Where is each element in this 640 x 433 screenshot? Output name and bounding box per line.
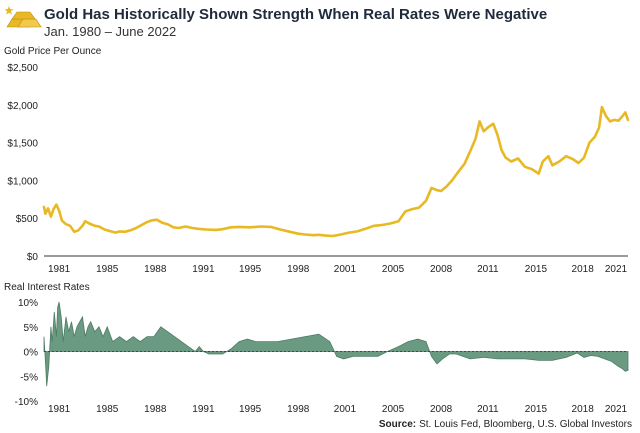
chart-title: Gold Has Historically Shown Strength Whe…	[44, 6, 547, 23]
real-rates-x-tick-label: 1998	[287, 404, 310, 415]
gold-y-tick-label: $0	[27, 252, 39, 263]
real-rates-x-tick-label: 2001	[334, 404, 357, 415]
gold-x-tick-label: 1991	[192, 264, 215, 275]
real-rates-x-tick-label: 2005	[382, 404, 405, 415]
real-rates-area	[43, 301, 629, 387]
real-rates-x-tick-label: 2011	[477, 404, 499, 415]
gold-y-tick-label: $2,000	[7, 101, 38, 112]
gold-x-tick-label: 2005	[382, 264, 405, 275]
real-rates-y-tick-label: -5%	[20, 372, 38, 383]
gold-x-tick-label: 1988	[144, 264, 167, 275]
real-rates-y-tick-label: 5%	[24, 323, 39, 334]
real-rates-x-tick-label: 2015	[525, 404, 548, 415]
real-rates-x-tick-label: 1985	[96, 404, 119, 415]
source-note: Source: St. Louis Fed, Bloomberg, U.S. Gl…	[379, 419, 632, 430]
gold-bars-icon	[4, 6, 42, 28]
gold-y-tick-label: $500	[16, 214, 39, 225]
gold-x-tick-label: 2011	[477, 264, 499, 275]
real-rates-x-ticks: 1981 1985 1988 1991 1995 1998 2001 2005 2008 2011…	[48, 404, 628, 415]
real-rates-y-tick-label: 0%	[24, 348, 39, 359]
real-rates-x-tick-label: 1995	[239, 404, 262, 415]
source-text: St. Louis Fed, Bloomberg, U.S. Global In…	[419, 419, 632, 430]
gold-x-tick-label: 2001	[334, 264, 357, 275]
gold-x-tick-label: 2018	[572, 264, 595, 275]
gold-y-tick-label: $1,500	[7, 139, 38, 150]
gold-y-tick-label: $1,000	[7, 176, 38, 187]
gold-y-tick-label: $2,500	[7, 63, 38, 74]
real-rates-y-tick-label: -10%	[15, 397, 38, 408]
gold-x-tick-label: 1995	[239, 264, 262, 275]
real-rates-x-tick-label: 1988	[144, 404, 167, 415]
real-rates-x-tick-label: 2018	[572, 404, 595, 415]
gold-y-ticks: $0 $500 $1,000 $1,500 $2,000 $2,500	[7, 63, 38, 263]
gold-x-tick-label: 2015	[525, 264, 548, 275]
real-rates-y-ticks: 10% 5% 0% -5% -10%	[15, 298, 38, 408]
chart-subtitle: Jan. 1980 – June 2022	[44, 24, 176, 39]
real-rates-y-tick-label: 10%	[18, 298, 38, 309]
gold-x-tick-label: 1998	[287, 264, 310, 275]
real-rates-x-tick-label: 1981	[48, 404, 71, 415]
real-rates-x-tick-label: 2021	[605, 404, 628, 415]
real-rates-axis-label: Real Interest Rates	[4, 282, 90, 293]
gold-price-axis-label: Gold Price Per Ounce	[4, 46, 102, 57]
gold-x-tick-label: 1981	[48, 264, 71, 275]
real-rates-x-tick-label: 1991	[192, 404, 215, 415]
gold-x-tick-label: 1985	[96, 264, 119, 275]
gold-x-ticks: 1981 1985 1988 1991 1995 1998 2001 2005 2008 2011…	[48, 264, 628, 275]
gold-x-tick-label: 2008	[430, 264, 453, 275]
gold-x-tick-label: 2021	[605, 264, 628, 275]
source-label: Source:	[379, 419, 416, 430]
real-rates-x-tick-label: 2008	[430, 404, 453, 415]
gold-price-line	[42, 105, 630, 238]
